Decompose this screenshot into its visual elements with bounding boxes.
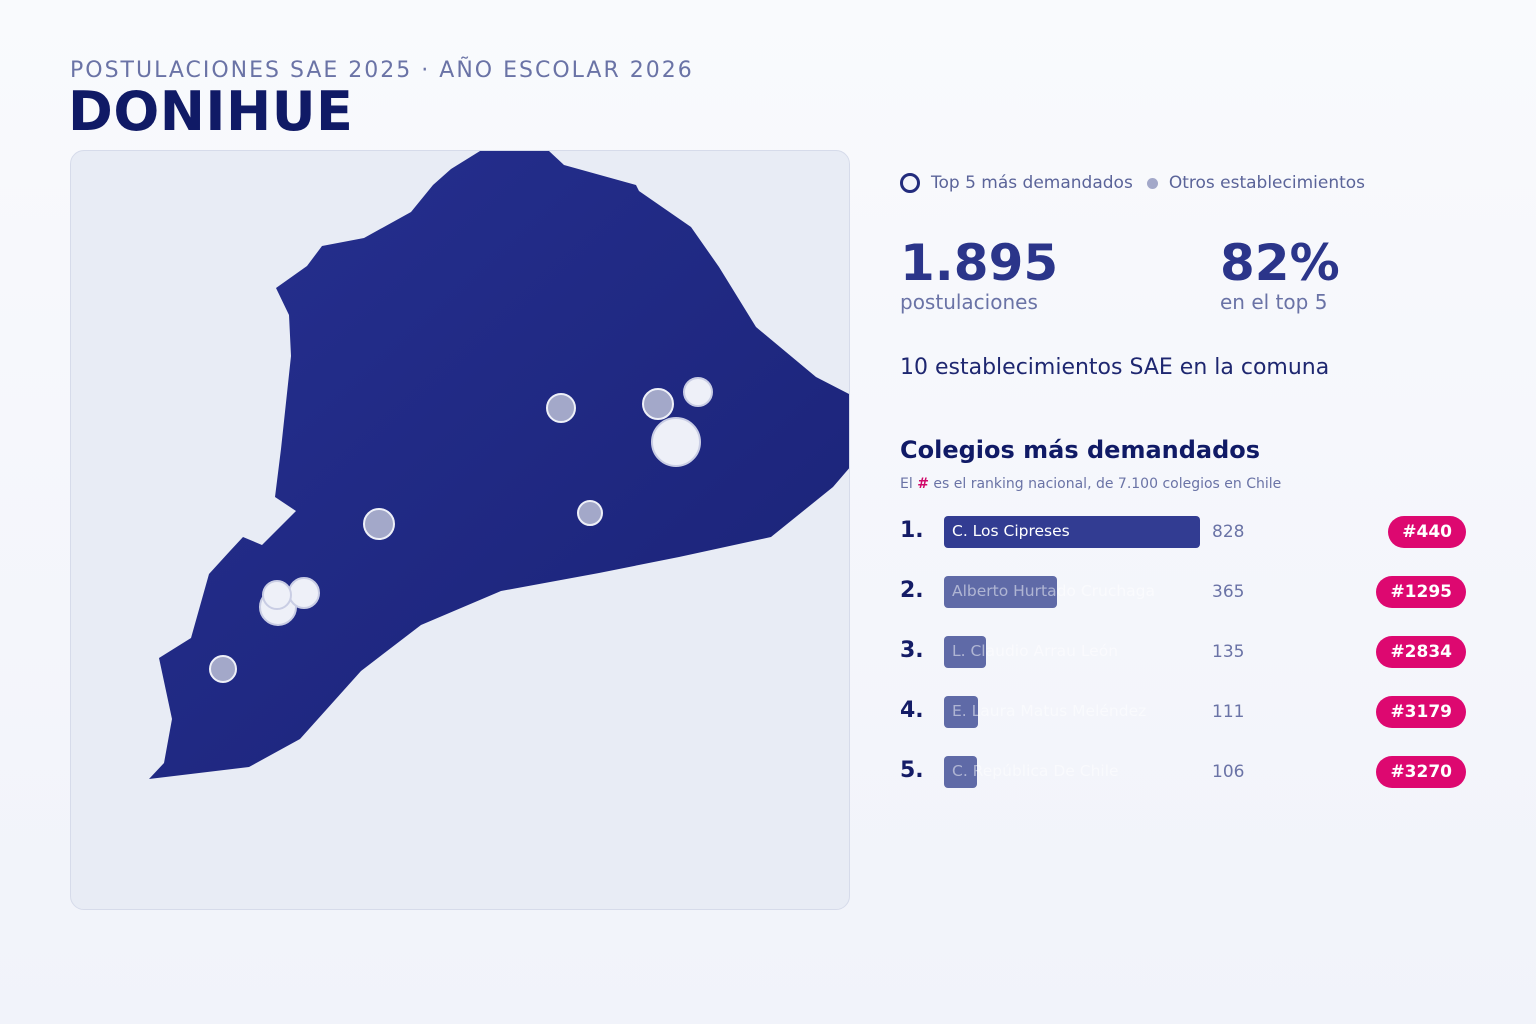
commune-map[interactable] <box>70 150 850 910</box>
other-school-marker[interactable] <box>577 500 603 526</box>
other-school-marker[interactable] <box>363 508 395 540</box>
ranking-row[interactable]: 2. Alberto Hurtado Cruchaga 365 #1295 <box>900 576 1466 610</box>
other-school-marker[interactable] <box>642 388 674 420</box>
school-name: L. Claudio Arrau León <box>952 642 1119 660</box>
top5-school-marker[interactable] <box>651 417 701 467</box>
applications-bar <box>944 696 978 728</box>
applications-bar <box>944 576 1057 608</box>
page-title: DONIHUE <box>68 80 354 143</box>
national-rank-badge: #1295 <box>1376 576 1466 608</box>
others-legend-icon <box>1146 177 1158 189</box>
top5-school-marker[interactable] <box>288 577 320 609</box>
map-svg <box>149 151 849 779</box>
ranking-note-prefix: El <box>900 476 913 492</box>
page-kicker: POSTULACIONES SAE 2025 · AÑO ESCOLAR 202… <box>70 58 694 83</box>
ranking-note-suffix: es el ranking nacional, de 7.100 colegio… <box>933 476 1282 492</box>
national-rank-badge: #3270 <box>1376 756 1466 788</box>
school-name: C. República De Chile <box>952 762 1119 780</box>
school-name: Alberto Hurtado Cruchaga <box>952 582 1156 600</box>
top5-share-stat: 82% en el top 5 <box>1220 232 1340 314</box>
top5-school-marker[interactable] <box>683 377 713 407</box>
top5-legend-icon <box>900 173 920 193</box>
top5-share-value: 82% <box>1220 234 1340 292</box>
map-legend: Top 5 más demandados Otros establecimien… <box>900 173 1365 193</box>
national-rank-badge: #3179 <box>1376 696 1466 728</box>
applications-count: 106 <box>1212 762 1245 782</box>
school-markers <box>209 377 713 683</box>
ranking-note: El # es el ranking nacional, de 7.100 co… <box>900 476 1281 492</box>
applications-bar <box>944 516 1200 548</box>
school-name: C. Los Cipreses <box>952 522 1070 540</box>
national-rank-badge: #440 <box>1388 516 1466 548</box>
others-legend-label: Otros establecimientos <box>1168 173 1366 193</box>
ranking-row[interactable]: 5. C. República De Chile 106 #3270 <box>900 756 1466 790</box>
commune-territory <box>149 151 849 779</box>
other-school-marker[interactable] <box>546 393 576 423</box>
ranking-row[interactable]: 4. E. Laura Matus Meléndez 111 #3179 <box>900 696 1466 730</box>
ranking-position: 3. <box>900 638 924 663</box>
ranking-note-hash: # <box>917 476 929 492</box>
ranking-row[interactable]: 1. C. Los Cipreses 828 #440 <box>900 516 1466 550</box>
applications-label: postulaciones <box>900 290 1038 314</box>
ranking-row[interactable]: 3. L. Claudio Arrau León 135 #2834 <box>900 636 1466 670</box>
ranking-title: Colegios más demandados <box>900 436 1261 464</box>
ranking-position: 1. <box>900 518 924 543</box>
applications-count: 111 <box>1212 702 1245 722</box>
ranking-position: 2. <box>900 578 924 603</box>
other-school-marker[interactable] <box>209 655 237 683</box>
applications-bar <box>944 636 986 668</box>
applications-count: 828 <box>1212 522 1245 542</box>
top5-share-label: en el top 5 <box>1220 290 1328 314</box>
school-name: E. Laura Matus Meléndez <box>952 702 1147 720</box>
ranking-position: 4. <box>900 698 924 723</box>
top5-legend-label: Top 5 más demandados <box>931 173 1133 193</box>
ranking-position: 5. <box>900 758 924 783</box>
applications-bar <box>944 756 977 788</box>
applications-value: 1.895 <box>900 234 1059 292</box>
applications-count: 135 <box>1212 642 1245 662</box>
applications-stat: 1.895 postulaciones <box>900 232 1058 314</box>
top5-school-marker[interactable] <box>262 580 292 610</box>
applications-count: 365 <box>1212 582 1245 602</box>
national-rank-badge: #2834 <box>1376 636 1466 668</box>
establishments-count: 10 establecimientos SAE en la comuna <box>900 355 1330 380</box>
